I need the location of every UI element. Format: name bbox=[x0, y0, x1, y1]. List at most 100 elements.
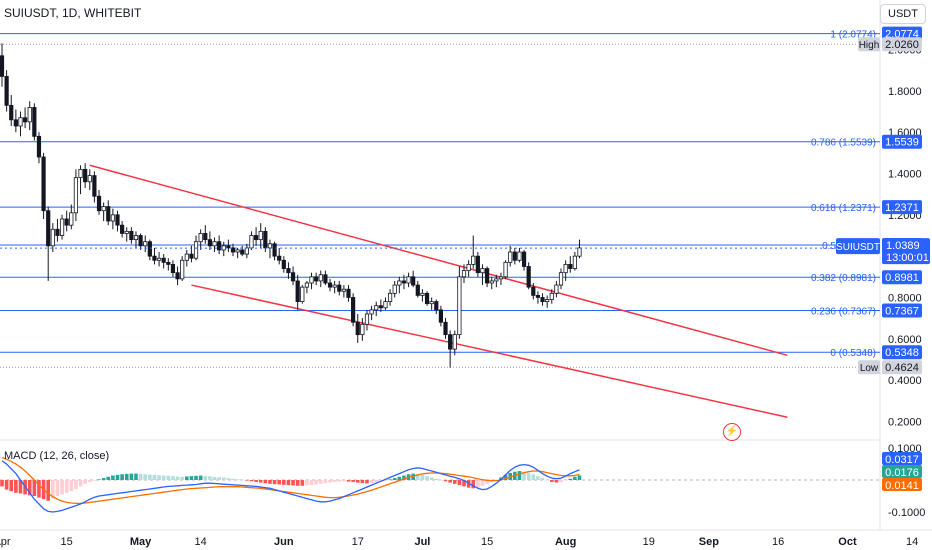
macd-histogram-bar bbox=[143, 474, 148, 480]
candle-body bbox=[147, 241, 152, 257]
candle-body bbox=[193, 241, 199, 259]
macd-histogram-bar bbox=[277, 480, 281, 485]
macd-histogram-bar bbox=[171, 476, 175, 480]
macd-histogram-bar bbox=[314, 480, 318, 485]
macd-histogram-bar bbox=[180, 476, 184, 480]
macd-histogram-bar bbox=[471, 480, 476, 489]
candle-body bbox=[554, 284, 559, 294]
candle-body bbox=[124, 230, 129, 234]
candle-body bbox=[166, 261, 171, 265]
fib-price-tag bbox=[882, 303, 922, 318]
macd-histogram-bar bbox=[480, 480, 485, 486]
macd-histogram-bar bbox=[388, 479, 392, 480]
macd-histogram-bar bbox=[268, 480, 272, 484]
macd-histogram-bar bbox=[161, 475, 166, 480]
time-tick-label: Aug bbox=[555, 536, 576, 548]
macd-histogram-bar bbox=[420, 474, 425, 480]
candle-body bbox=[434, 301, 439, 311]
macd-histogram-bar bbox=[18, 480, 23, 494]
candle-body bbox=[73, 177, 79, 214]
macd-histogram-bar bbox=[9, 480, 14, 492]
macd-histogram-bar bbox=[64, 480, 69, 493]
candle-body bbox=[18, 117, 23, 127]
macd-histogram-bar bbox=[309, 480, 314, 486]
candle-body bbox=[59, 218, 65, 236]
macd-histogram-bar bbox=[485, 480, 489, 484]
price-tick-label: 0.2000 bbox=[888, 416, 922, 428]
candle-body bbox=[369, 309, 374, 315]
macd-histogram-bar bbox=[148, 474, 152, 480]
macd-histogram-bar bbox=[157, 475, 161, 480]
time-tick-label: 14 bbox=[906, 536, 918, 548]
candle-body bbox=[549, 292, 554, 300]
candle-body bbox=[531, 286, 536, 296]
macd-histogram-bar bbox=[337, 480, 342, 482]
candle-body bbox=[22, 117, 28, 123]
candle-body bbox=[129, 230, 134, 241]
candle-body bbox=[87, 175, 92, 183]
macd-histogram-bar bbox=[462, 480, 466, 487]
candle-body bbox=[156, 257, 162, 261]
time-tick-label: May bbox=[130, 536, 152, 548]
candle-body bbox=[4, 76, 9, 106]
low-price-tag bbox=[882, 360, 922, 375]
candle-body bbox=[535, 294, 541, 298]
candle-body bbox=[503, 261, 508, 278]
candle-body bbox=[184, 253, 189, 261]
candle-body bbox=[249, 235, 254, 249]
candle-body bbox=[332, 284, 337, 288]
candle-body bbox=[314, 276, 319, 282]
macd-histogram-bar bbox=[545, 480, 549, 481]
macd-histogram-bar bbox=[175, 476, 180, 480]
macd-signal-line bbox=[1, 456, 580, 505]
channel-upper-line bbox=[89, 164, 788, 357]
macd-histogram-bar bbox=[115, 474, 120, 480]
candle-body bbox=[295, 280, 300, 302]
macd-histogram-bar bbox=[189, 476, 194, 480]
macd-histogram-bar bbox=[563, 480, 568, 481]
candle-body bbox=[438, 309, 444, 323]
macd-histogram-bar bbox=[503, 474, 508, 480]
flash-icon[interactable]: ⚡ bbox=[723, 423, 741, 441]
candle-body bbox=[9, 104, 14, 121]
candle-body bbox=[55, 228, 60, 236]
candle-body bbox=[461, 270, 467, 278]
macd-histogram-bar bbox=[51, 480, 55, 499]
macd-histogram-bar bbox=[55, 480, 60, 496]
macd-indicator-title[interactable]: MACD (12, 26, close) bbox=[4, 450, 110, 462]
candle-body bbox=[92, 175, 97, 197]
macd-line bbox=[1, 460, 580, 513]
macd-histogram-bar bbox=[32, 480, 37, 496]
fib-price-tag-label: 0.7367 bbox=[885, 306, 919, 318]
macd-histogram-bar bbox=[254, 480, 258, 482]
macd-histogram-bar bbox=[97, 479, 101, 480]
macd-histogram-bar bbox=[111, 475, 115, 480]
candle-body bbox=[323, 274, 328, 284]
fib-level-label: 0.5 bbox=[822, 241, 836, 252]
macd-histogram-bar bbox=[457, 480, 462, 486]
candle-body bbox=[341, 288, 346, 292]
macd-histogram-bar bbox=[369, 480, 374, 484]
fib-level-label: 0.382 (0.8981) bbox=[811, 273, 876, 284]
macd-histogram-bar bbox=[554, 480, 559, 483]
candle-body bbox=[189, 253, 194, 259]
macd-histogram-bar bbox=[416, 473, 420, 480]
candle-body bbox=[27, 107, 32, 123]
time-tick-label: Sep bbox=[699, 536, 719, 548]
candle-body bbox=[101, 206, 106, 212]
high-tag-label-box bbox=[858, 37, 880, 52]
candle-body bbox=[207, 239, 212, 247]
candle-body bbox=[387, 292, 393, 302]
fib-level-label: 0.786 (1.5539) bbox=[811, 138, 876, 149]
candle-body bbox=[526, 266, 531, 288]
fib-level-label: 0 (0.5348) bbox=[830, 348, 876, 359]
candle-body bbox=[304, 282, 310, 288]
candle-body bbox=[106, 206, 111, 222]
macd-histogram-bar bbox=[443, 480, 448, 482]
macd-histogram-bar bbox=[87, 480, 92, 482]
candle-body bbox=[484, 268, 490, 284]
price-tick-label: 0.4000 bbox=[888, 375, 922, 387]
currency-selector[interactable]: USDT bbox=[880, 4, 926, 24]
time-tick-label: Jul bbox=[414, 536, 430, 548]
